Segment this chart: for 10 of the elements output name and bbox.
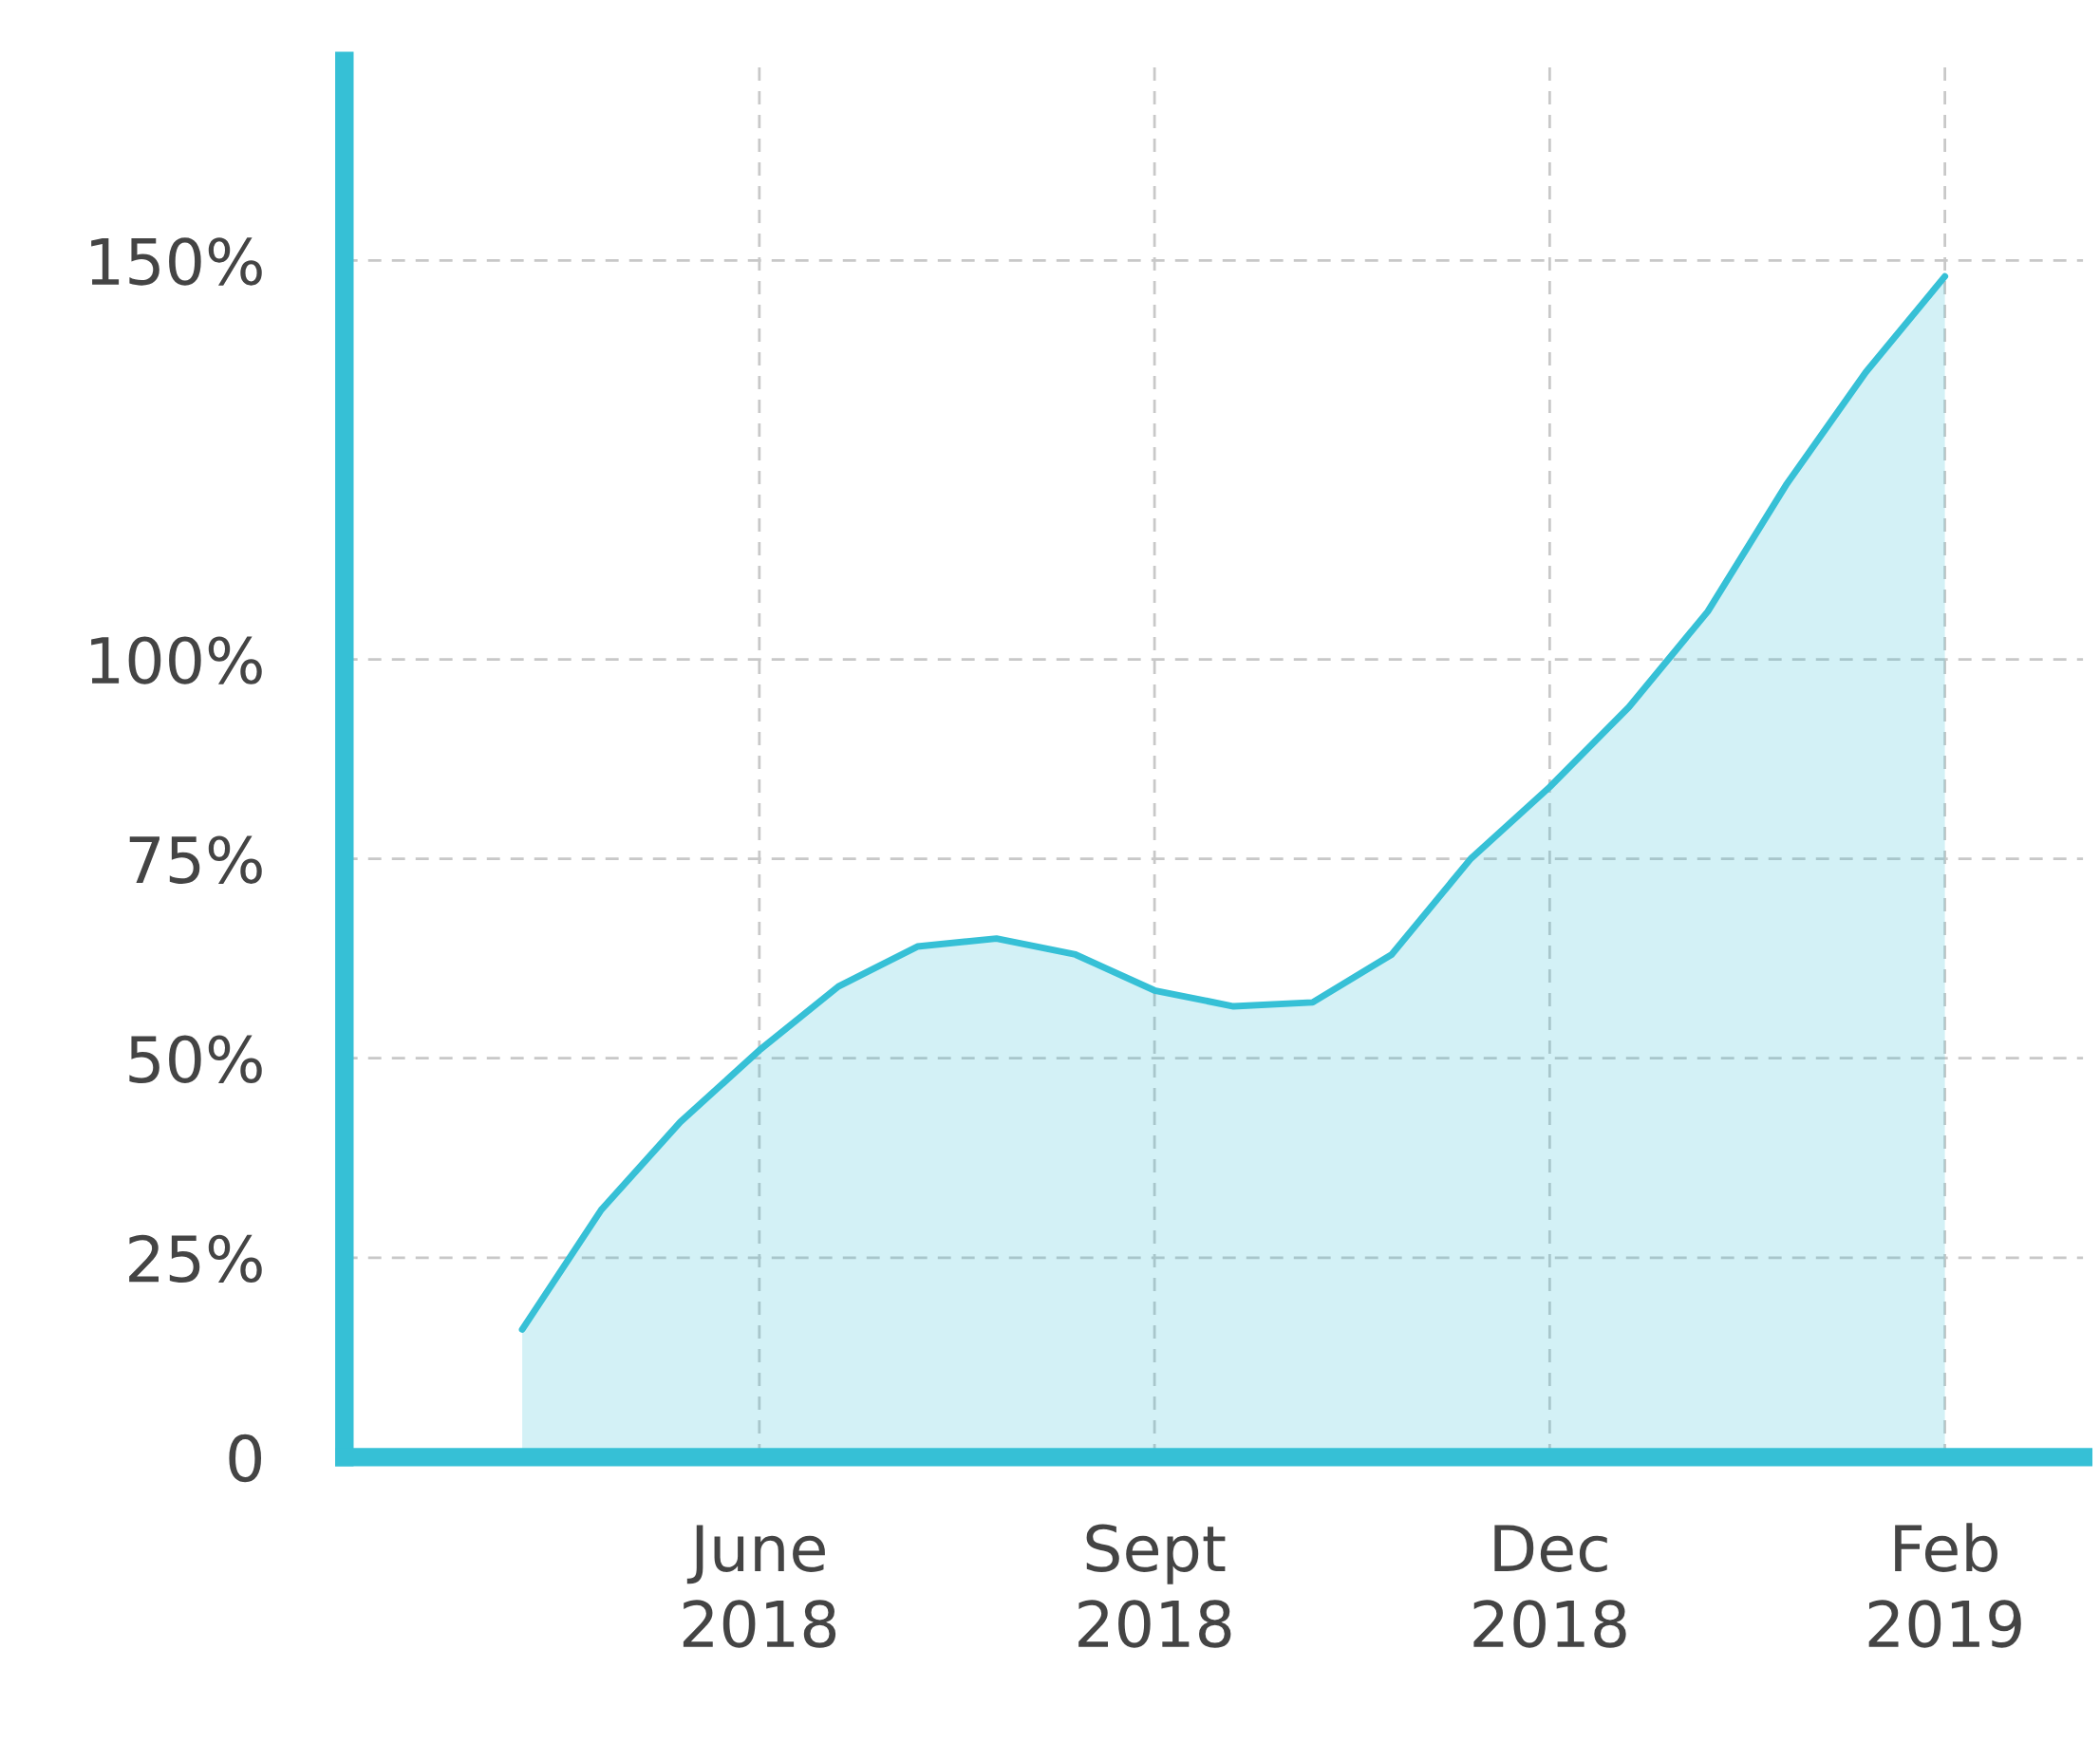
y-tick-label: 50%: [129, 1035, 262, 1083]
y-tick-label: 25%: [129, 1234, 262, 1284]
y-tick-label: 0: [229, 1434, 262, 1483]
x-tick-label: Feb 2019: [1868, 1523, 2021, 1648]
y-tick-label: 75%: [129, 835, 262, 884]
x-tick-label: Sept 2018: [1078, 1524, 1231, 1648]
x-tick-label: June 2018: [683, 1525, 836, 1648]
x-tick-label: Dec 2018: [1473, 1525, 1626, 1648]
y-tick-label: 100%: [91, 636, 262, 684]
y-tick-label: 150%: [91, 237, 262, 286]
